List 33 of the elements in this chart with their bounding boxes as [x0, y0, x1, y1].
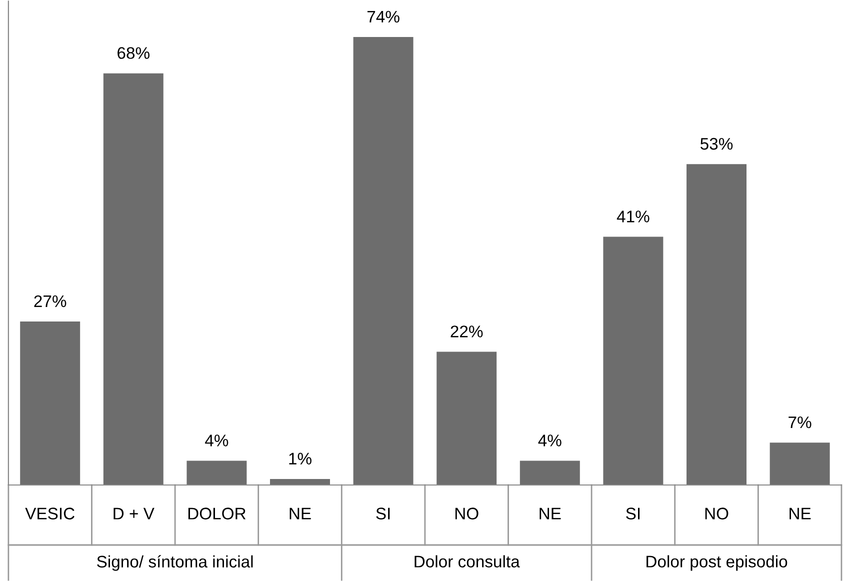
x-tick-label: NO: [705, 508, 728, 520]
text: Signo/ síntoma inicial: [97, 555, 253, 571]
text: Dolor consulta: [414, 555, 520, 568]
data-label: 4%: [538, 434, 562, 446]
data-label: 27%: [34, 295, 66, 308]
bar: [520, 460, 580, 485]
x-tick-label: VESIC: [25, 508, 74, 520]
x-tick-label: NE: [540, 508, 561, 520]
x-tick-label: SI: [626, 508, 640, 520]
bar: [603, 236, 664, 485]
data-label: 4%: [205, 434, 228, 446]
x-tick-label: NE: [790, 508, 811, 520]
data-label: 41%: [616, 210, 650, 222]
bar: [20, 322, 80, 485]
x-tick-label: NO: [455, 508, 478, 520]
bar: [770, 442, 830, 485]
bar: [186, 460, 247, 485]
x-tick-label: SI: [376, 508, 390, 520]
x-tick-label: DOLOR: [188, 508, 246, 520]
x-tick-label: NE: [290, 508, 311, 520]
bar: [686, 164, 747, 485]
bar: [353, 37, 414, 485]
bar: [103, 73, 164, 485]
bar: [436, 352, 497, 485]
x-tick-label: D + V: [114, 508, 154, 520]
bar: [270, 478, 330, 485]
data-label: 22%: [450, 326, 483, 338]
data-label: 74%: [367, 10, 400, 23]
data-label: 1%: [289, 452, 312, 464]
text: Dolor post episodio: [646, 555, 788, 571]
data-label: 53%: [700, 138, 733, 150]
data-label: 7%: [788, 416, 812, 428]
data-label: 68%: [118, 47, 150, 59]
